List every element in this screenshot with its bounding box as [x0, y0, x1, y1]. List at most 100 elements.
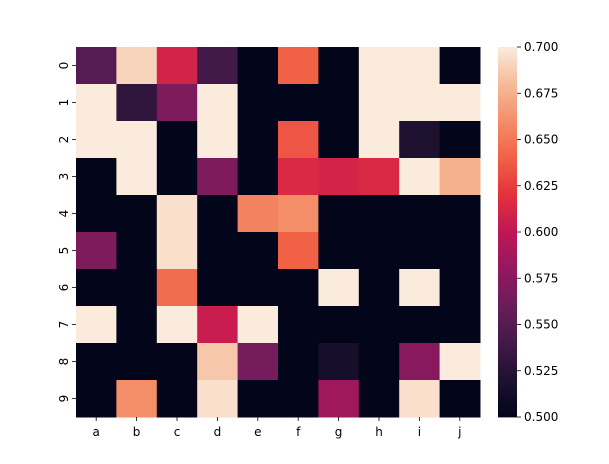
- x-tick-label: j: [457, 425, 461, 439]
- heatmap-cell-9-i: [399, 380, 441, 418]
- heatmap-cell-5-j: [439, 232, 481, 270]
- colorbar-segment: [498, 361, 517, 365]
- colorbar-segment: [498, 87, 517, 91]
- heatmap-cell-3-e: [237, 158, 279, 196]
- colorbar-segment: [498, 164, 517, 168]
- colorbar-segment: [498, 201, 517, 205]
- colorbar-segment: [498, 139, 517, 143]
- colorbar-tick-label: 0.550: [524, 318, 558, 332]
- heatmap-cell-6-f: [278, 269, 319, 307]
- colorbar-segment: [498, 235, 517, 239]
- heatmap-cell-3-b: [116, 158, 158, 196]
- colorbar-tick-label: 0.625: [524, 179, 558, 193]
- heatmap-cell-1-j: [439, 84, 481, 122]
- colorbar-segment: [498, 154, 517, 159]
- colorbar-segment: [498, 228, 517, 233]
- colorbar-segment: [498, 207, 517, 211]
- heatmap-cell-5-d: [197, 232, 239, 270]
- colorbar-segment: [498, 124, 517, 128]
- colorbar-segment: [498, 90, 517, 94]
- heatmap-cell-1-f: [278, 84, 319, 122]
- heatmap-cell-4-e: [237, 195, 279, 233]
- heatmap-cell-7-b: [116, 306, 158, 344]
- colorbar-segment: [498, 56, 517, 60]
- heatmap-cell-4-i: [399, 195, 441, 233]
- x-axis: a b c d e f g h i j: [93, 417, 461, 439]
- colorbar-segment: [498, 306, 517, 310]
- colorbar-segment: [498, 111, 517, 116]
- heatmap-cell-7-h: [358, 306, 400, 344]
- heatmap-cell-0-d: [197, 47, 239, 85]
- colorbar-segment: [498, 53, 517, 57]
- heatmap-cell-8-d: [197, 343, 239, 381]
- colorbar-segment: [498, 145, 517, 150]
- colorbar-segment: [498, 195, 517, 199]
- heatmap-cell-8-a: [76, 343, 117, 381]
- colorbar-segment: [498, 404, 517, 409]
- colorbar-segment: [498, 216, 517, 221]
- colorbar-segment: [498, 413, 517, 418]
- colorbar-segment: [498, 167, 517, 171]
- colorbar-tick-label: 0.500: [524, 410, 558, 424]
- colorbar-segment: [498, 333, 517, 338]
- heatmap-cell-0-b: [116, 47, 158, 85]
- colorbar-segment: [498, 136, 517, 140]
- colorbar: 0.500 0.525 0.550 0.575 0.600 0.625 0.650 0.675…: [498, 40, 558, 424]
- colorbar-segment: [498, 395, 517, 399]
- colorbar-segment: [498, 99, 517, 103]
- heatmap-cell-1-e: [237, 84, 279, 122]
- heatmap-cell-7-e: [237, 306, 279, 344]
- colorbar-segment: [498, 278, 517, 282]
- heatmap-cell-4-b: [116, 195, 158, 233]
- x-tick-label: h: [375, 425, 383, 439]
- colorbar-segment: [498, 247, 517, 251]
- heatmap-cell-4-d: [197, 195, 239, 233]
- colorbar-segment: [498, 68, 517, 73]
- heatmap-cell-7-d: [197, 306, 239, 344]
- colorbar-segment: [498, 114, 517, 119]
- colorbar-segment: [498, 225, 517, 230]
- colorbar-segment: [498, 222, 517, 227]
- heatmap-cell-9-e: [237, 380, 279, 418]
- heatmap-cell-2-a: [76, 121, 117, 159]
- colorbar-segment: [498, 262, 517, 267]
- heatmap-cell-3-j: [439, 158, 481, 196]
- heatmap-cell-5-c: [156, 232, 198, 270]
- heatmap-cells: [76, 47, 481, 418]
- heatmap-cell-6-c: [156, 269, 198, 307]
- colorbar-tick-label: 0.575: [524, 271, 558, 285]
- heatmap-cell-1-i: [399, 84, 441, 122]
- colorbar-segment: [498, 188, 517, 193]
- colorbar-segment: [498, 204, 517, 208]
- colorbar-segment: [498, 398, 517, 402]
- colorbar-segment: [498, 376, 517, 381]
- colorbar-segment: [498, 176, 517, 180]
- colorbar-tick-label: 0.700: [524, 40, 558, 54]
- colorbar-segment: [498, 65, 517, 69]
- colorbar-segment: [498, 219, 517, 224]
- heatmap-cell-2-b: [116, 121, 158, 159]
- colorbar-tick-label: 0.675: [524, 86, 558, 100]
- colorbar-segment: [498, 373, 517, 378]
- heatmap-cell-9-c: [156, 380, 198, 418]
- colorbar-segment: [498, 198, 517, 202]
- heatmap-cell-3-f: [278, 158, 319, 196]
- colorbar-segment: [498, 265, 517, 270]
- heatmap-cell-8-i: [399, 343, 441, 381]
- heatmap-cell-1-b: [116, 84, 158, 122]
- heatmap-cell-7-c: [156, 306, 198, 344]
- colorbar-segment: [498, 352, 517, 356]
- y-tick-label: 2: [57, 136, 71, 144]
- colorbar-segment: [498, 315, 517, 319]
- colorbar-segment: [498, 117, 517, 122]
- colorbar-segment: [498, 299, 517, 304]
- colorbar-segment: [498, 290, 517, 295]
- x-tick-label: d: [214, 425, 222, 439]
- colorbar-segment: [498, 179, 517, 184]
- colorbar-segment: [498, 47, 517, 51]
- heatmap-cell-8-b: [116, 343, 158, 381]
- colorbar-segment: [498, 185, 517, 190]
- colorbar-segment: [498, 259, 517, 264]
- heatmap-cell-2-i: [399, 121, 441, 159]
- colorbar-segment: [498, 312, 517, 316]
